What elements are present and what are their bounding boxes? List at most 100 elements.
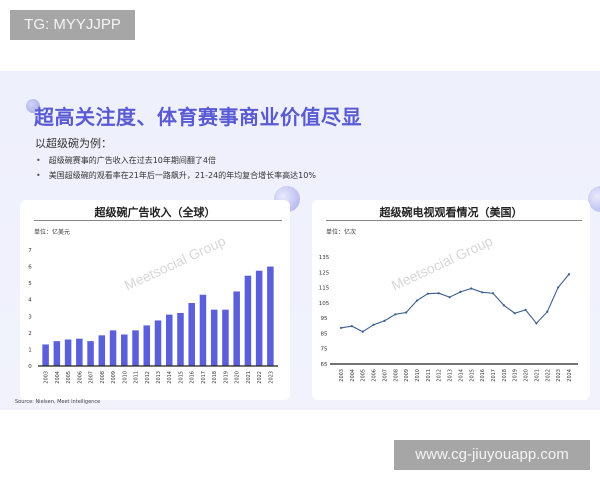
y-tick-label: 1: [28, 347, 32, 353]
data-point: [557, 286, 560, 289]
bar: [165, 314, 173, 366]
x-tick-label: 2006: [372, 369, 378, 382]
x-tick-label: 2023: [556, 369, 562, 382]
x-tick-label: 2006: [77, 371, 83, 384]
data-point: [361, 330, 364, 333]
chart-title: 超级碗广告收入（全球）: [94, 206, 216, 219]
y-tick-label: 0: [28, 364, 32, 370]
data-point: [405, 311, 408, 314]
bar: [177, 312, 184, 366]
y-tick-label: 7: [28, 248, 32, 254]
lead-text: 以超级碗为例：: [35, 137, 112, 150]
y-tick-label: 125: [319, 270, 330, 276]
data-point: [524, 308, 527, 311]
x-tick-label: 2018: [212, 371, 218, 384]
bar: [244, 275, 252, 366]
unit-label: 单位：亿次: [326, 229, 357, 236]
x-tick-label: 2017: [201, 371, 207, 384]
data-point: [415, 299, 419, 302]
bar: [98, 335, 106, 366]
y-tick-label: 5: [28, 281, 32, 287]
watermark-bottom: www.cg-jiuyouapp.com: [394, 440, 590, 470]
x-tick-label: 2004: [55, 371, 61, 384]
x-tick-label: 2014: [167, 371, 173, 384]
x-tick-label: 2023: [268, 371, 274, 384]
bar: [210, 309, 218, 366]
data-point: [546, 310, 549, 313]
source-note: Source: Nielsen, Meet Intelligence: [15, 399, 101, 405]
y-tick-label: 6: [28, 265, 32, 271]
bar: [255, 270, 263, 366]
data-point: [513, 312, 516, 315]
bullet-list: 超级碗赛事的广告收入在过去10年期间翻了4倍 美国超级碗的观看率在21年后一路飙…: [36, 153, 316, 183]
data-point: [437, 292, 440, 295]
x-tick-label: 2008: [393, 369, 399, 382]
x-tick-label: 2016: [480, 369, 486, 382]
bullet-item: 美国超级碗的观看率在21年后一路飙升，21-24的年均复合增长率高达10%: [36, 168, 316, 183]
y-tick-label: 105: [319, 301, 330, 307]
x-tick-label: 2014: [458, 369, 464, 382]
x-tick-label: 2016: [190, 371, 196, 384]
x-tick-label: 2003: [339, 369, 345, 382]
bar: [121, 334, 128, 366]
bar: [143, 325, 151, 366]
data-point: [394, 313, 397, 316]
x-tick-label: 2009: [404, 369, 410, 382]
data-point: [448, 296, 451, 299]
x-tick-label: 2003: [44, 371, 50, 384]
x-tick-label: 2005: [361, 369, 367, 382]
x-tick-label: 2011: [426, 369, 432, 382]
tv-viewership-chart-card: 超级碗电视观看情况（美国） 单位：亿次 Meetsocial Group 65 7…: [312, 200, 590, 400]
x-tick-label: 2015: [469, 369, 475, 382]
bullet-item: 超级碗赛事的广告收入在过去10年期间翻了4倍: [36, 153, 316, 168]
x-tick-label: 2022: [257, 371, 263, 384]
x-tick-label: 2013: [448, 369, 454, 382]
x-tick-label: 2020: [524, 369, 530, 382]
x-tick-label: 2007: [89, 371, 95, 384]
title-divider: [326, 220, 582, 221]
bar: [132, 330, 139, 366]
data-point: [459, 290, 462, 293]
page-title: 超高关注度、体育赛事商业价值尽显: [34, 105, 362, 129]
series-line: [340, 273, 570, 333]
data-point: [567, 273, 571, 276]
unit-label: 单位：亿美元: [34, 229, 71, 236]
x-tick-label: 2011: [134, 371, 140, 384]
x-tick-label: 2018: [502, 369, 508, 382]
line-chart: 65 75 85 95 105 115 125 135 2003 2004 2005 2006 2007…: [319, 255, 578, 382]
slide: 超高关注度、体育赛事商业价值尽显 以超级碗为例： 超级碗赛事的广告收入在过去10…: [0, 71, 600, 410]
bar: [188, 303, 195, 366]
y-tick-label: 115: [319, 286, 330, 292]
y-tick-label: 75: [321, 347, 328, 353]
y-tick-label: 65: [321, 362, 328, 368]
data-point: [481, 291, 484, 294]
x-tick-label: 2019: [223, 371, 229, 384]
bar: [109, 330, 117, 366]
watermark-top: TG: MYYJJPP: [10, 10, 135, 40]
x-tick-label: 2013: [156, 371, 162, 384]
bar: [233, 291, 240, 366]
bar: [87, 341, 94, 366]
decorative-orb: [26, 99, 40, 113]
data-point: [491, 292, 495, 295]
x-tick-label: 2012: [145, 371, 151, 384]
bar: [267, 266, 274, 366]
bar: [76, 338, 83, 366]
y-tick-label: 135: [319, 255, 330, 261]
data-point: [426, 292, 429, 295]
data-point: [502, 304, 505, 307]
bar-chart: 0 1 2 3 4 5 6 7 2003 2004 2005 2006 2007 2008 2009 2010…: [28, 248, 278, 384]
y-tick-label: 2: [28, 331, 32, 337]
data-point: [350, 324, 353, 328]
y-tick-label: 85: [321, 331, 328, 337]
x-tick-label: 2005: [66, 371, 72, 384]
x-tick-label: 2009: [111, 371, 117, 384]
x-tick-label: 2010: [415, 369, 421, 382]
x-tick-label: 2004: [350, 369, 356, 382]
y-tick-label: 95: [321, 316, 328, 322]
x-tick-label: 2021: [534, 369, 540, 382]
title-divider: [34, 220, 282, 221]
data-point: [470, 287, 473, 290]
bar: [53, 341, 61, 366]
x-tick-label: 2015: [178, 371, 184, 384]
